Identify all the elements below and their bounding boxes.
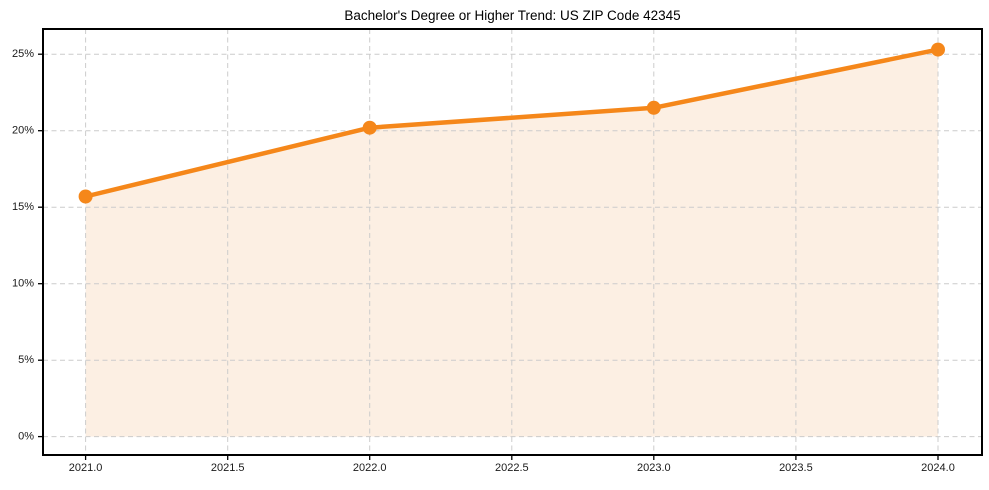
x-tick-label: 2022.5 bbox=[495, 462, 529, 474]
y-tick-label: 15% bbox=[12, 201, 34, 213]
data-point-marker bbox=[931, 42, 945, 57]
y-tick-label: 25% bbox=[12, 48, 34, 60]
x-tick-label: 2024.0 bbox=[921, 462, 955, 474]
y-tick-label: 20% bbox=[12, 125, 34, 137]
trend-line bbox=[83, 47, 941, 199]
y-tick-label: 10% bbox=[12, 278, 34, 290]
data-point-marker bbox=[362, 120, 377, 135]
x-tick-label: 2021.0 bbox=[69, 462, 103, 474]
chart-title: Bachelor's Degree or Higher Trend: US ZI… bbox=[344, 8, 681, 23]
plot-border bbox=[42, 28, 983, 456]
x-tick-label: 2021.5 bbox=[211, 462, 245, 474]
y-tick-label: 5% bbox=[18, 354, 34, 366]
x-tick-label: 2022.0 bbox=[353, 462, 387, 474]
data-point-marker bbox=[646, 100, 661, 115]
data-point-marker bbox=[78, 189, 93, 204]
x-tick-label: 2023.5 bbox=[779, 462, 813, 474]
x-tick-label: 2023.0 bbox=[637, 462, 671, 474]
y-tick-label: 0% bbox=[18, 431, 34, 443]
